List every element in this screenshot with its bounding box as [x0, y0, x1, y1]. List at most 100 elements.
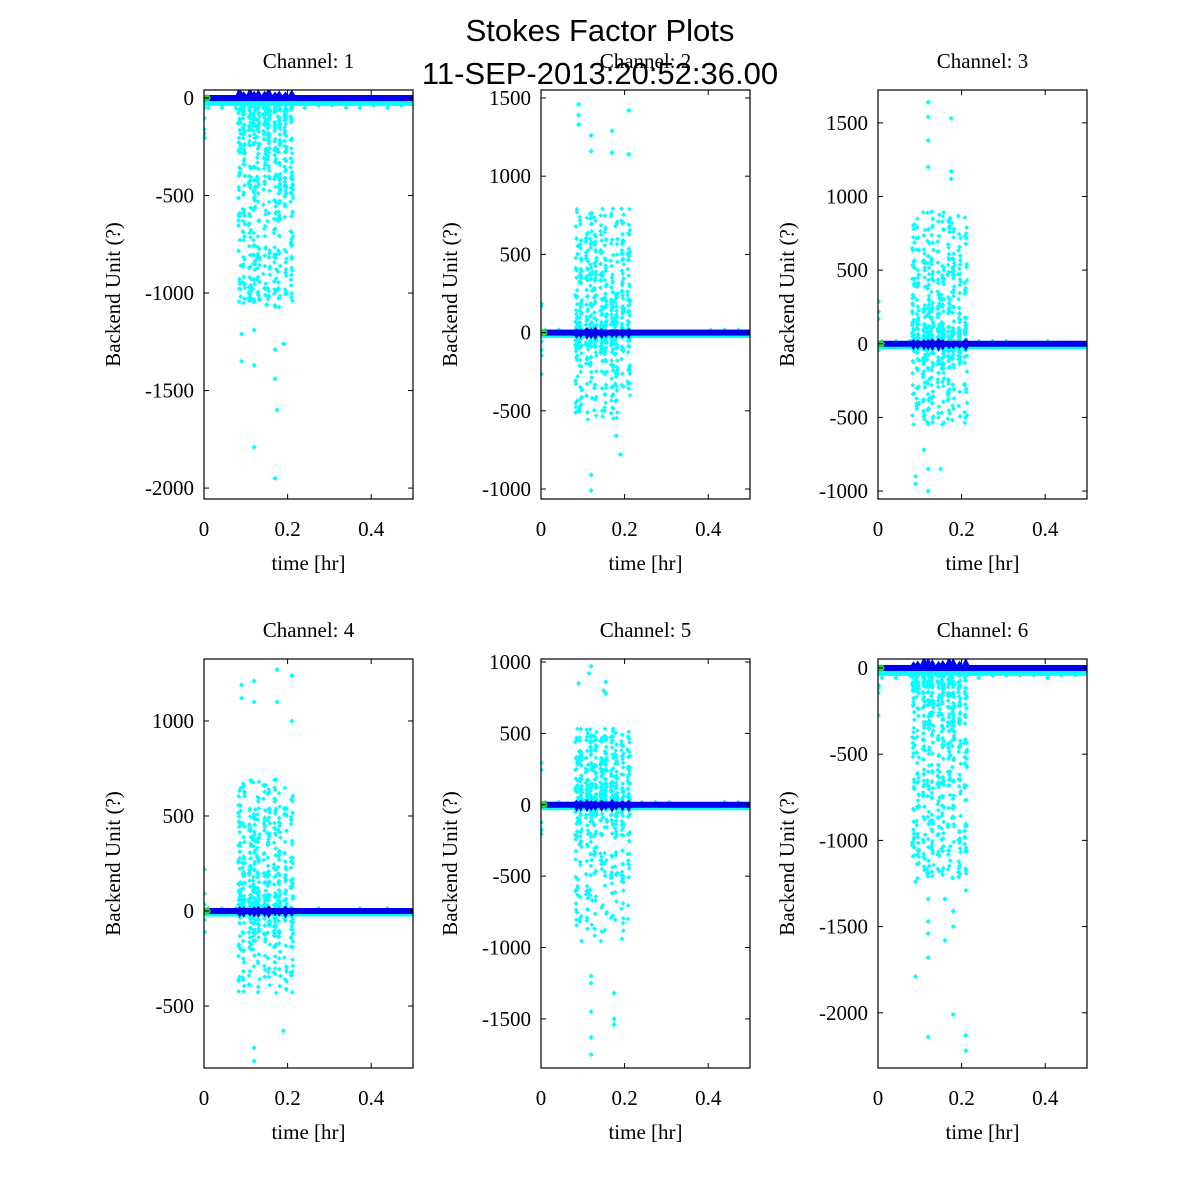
- scatter-point: [588, 276, 594, 282]
- scatter-point: [262, 115, 268, 121]
- scatter-point: [612, 753, 618, 758]
- scatter-point: [257, 262, 262, 268]
- scatter-point: [600, 815, 606, 820]
- scatter-point: [941, 265, 947, 270]
- scatter-point: [956, 829, 962, 835]
- scatter-point: [603, 738, 609, 744]
- scatter-point: [250, 286, 256, 292]
- scatter-point: [951, 824, 957, 829]
- scatter-point: [272, 811, 278, 816]
- scatter-point: [1017, 672, 1023, 678]
- scatter-point: [572, 293, 578, 298]
- scatter-point: [262, 173, 268, 179]
- scatter-point: [255, 798, 261, 804]
- scatter-point: [251, 237, 256, 243]
- mean-blip: [948, 340, 959, 344]
- scatter-point: [620, 920, 626, 926]
- scatter-point: [911, 777, 917, 783]
- scatter-point: [598, 261, 603, 267]
- scatter-point: [599, 905, 604, 910]
- scatter-point: [614, 308, 620, 314]
- scatter-point: [255, 984, 261, 990]
- scatter-point: [587, 216, 593, 221]
- scatter-point: [263, 160, 268, 166]
- scatter-point: [914, 403, 920, 409]
- scatter-point: [936, 370, 941, 376]
- scatter-point: [627, 371, 633, 377]
- scatter-outlier: [613, 433, 619, 439]
- scatter-outlier: [925, 137, 931, 144]
- scatter-point: [939, 826, 945, 831]
- scatter-point: [613, 791, 619, 797]
- scatter-outlier: [588, 472, 594, 478]
- scatter-point: [612, 864, 618, 869]
- scatter-point: [929, 698, 935, 704]
- scatter-point: [255, 199, 261, 205]
- mean-line: [541, 801, 750, 808]
- scatter-outlier: [611, 1022, 617, 1028]
- scatter-point: [272, 777, 277, 783]
- scatter-point: [261, 963, 267, 969]
- scatter-point: [937, 853, 942, 859]
- scatter-point: [930, 415, 936, 421]
- mean-blip: [624, 804, 633, 812]
- scatter-point: [240, 897, 246, 903]
- scatter-outlier: [921, 447, 927, 453]
- scatter-outlier: [251, 327, 257, 333]
- scatter-point: [939, 219, 945, 225]
- scatter-outlier: [925, 488, 931, 494]
- scatter-point: [612, 321, 618, 326]
- scatter-point: [626, 366, 632, 372]
- scatter-point: [911, 736, 917, 741]
- scatter-point: [261, 132, 267, 137]
- scatter-point: [949, 875, 955, 881]
- scatter-point: [940, 776, 946, 782]
- y-tick-label: 1000: [489, 164, 531, 188]
- scatter-point: [939, 712, 945, 718]
- scatter-outlier: [938, 466, 944, 472]
- scatter-point: [577, 344, 583, 350]
- scatter-point: [247, 878, 253, 884]
- y-tick-label: -500: [156, 994, 195, 1018]
- scatter-point: [929, 289, 934, 295]
- scatter-point: [251, 230, 257, 236]
- scatter-point: [242, 128, 248, 134]
- scatter-point: [609, 890, 615, 896]
- scatter-point: [608, 362, 614, 368]
- scatter-point: [949, 743, 955, 749]
- scatter-point: [251, 128, 256, 133]
- scatter-point: [922, 267, 927, 273]
- scatter-point: [262, 789, 268, 795]
- scatter-point: [579, 827, 585, 832]
- scatter-point: [945, 396, 951, 402]
- scatter-point: [945, 741, 951, 747]
- scatter-point: [204, 131, 208, 136]
- scatter-point: [585, 267, 591, 272]
- scatter-point: [204, 105, 208, 110]
- scatter-point: [929, 256, 935, 262]
- scatter-point: [598, 938, 604, 944]
- scatter-point: [916, 384, 922, 390]
- mean-blip: [286, 90, 297, 98]
- scatter-point: [591, 733, 597, 739]
- scatter-point: [591, 214, 597, 220]
- scatter-point: [263, 244, 269, 250]
- scatter-point: [593, 791, 599, 797]
- scatter-point: [579, 752, 584, 758]
- y-tick-label: 0: [858, 332, 869, 356]
- scatter-point: [573, 410, 578, 415]
- scatter-point: [290, 939, 296, 944]
- scatter-point: [240, 116, 246, 121]
- mean-blip: [623, 328, 634, 333]
- scatter-outlier: [289, 672, 295, 678]
- scatter-point: [603, 385, 609, 391]
- scatter-point: [914, 750, 920, 755]
- scatter-point: [958, 849, 963, 855]
- scatter-point: [600, 206, 605, 212]
- scatter-point: [282, 143, 287, 149]
- scatter-point: [940, 383, 946, 389]
- scatter-point: [266, 210, 272, 216]
- scatter-point: [921, 778, 927, 784]
- scatter-point: [603, 793, 608, 799]
- scatter-point: [254, 845, 260, 851]
